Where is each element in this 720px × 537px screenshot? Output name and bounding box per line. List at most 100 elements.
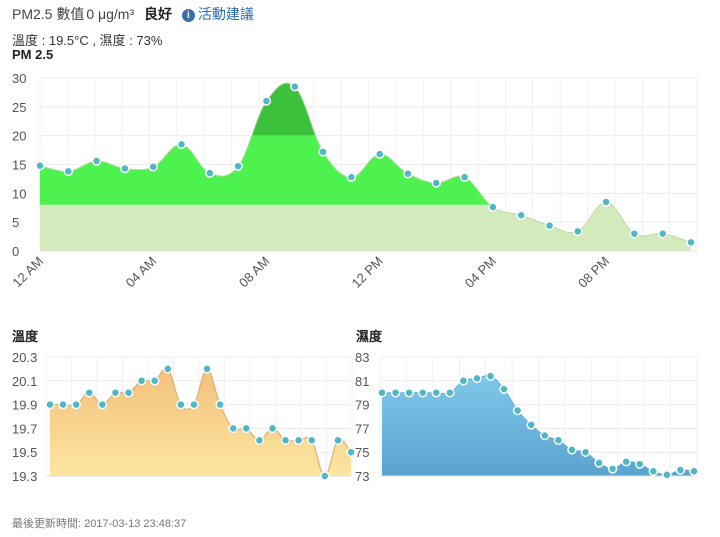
data-point xyxy=(512,405,523,416)
data-point xyxy=(553,435,564,446)
data-point xyxy=(91,156,102,166)
value-label: 數值 xyxy=(56,6,85,22)
temperature-chart: 19.3 19.5 19.7 19.9 20.1 20.3 xyxy=(12,350,356,484)
data-point xyxy=(459,172,470,182)
y-tick-label: 30 xyxy=(12,71,26,86)
info-circle-icon[interactable]: i xyxy=(181,9,195,22)
data-point xyxy=(634,459,645,469)
x-tick-label: 12 AM xyxy=(9,254,46,291)
data-point xyxy=(657,228,668,239)
data-point xyxy=(120,163,130,174)
x-tick-label: 12 PM xyxy=(349,254,386,291)
y-tick-label: 19.5 xyxy=(12,445,37,460)
data-point xyxy=(526,420,536,430)
y-tick-label: 10 xyxy=(12,186,26,201)
y-tick-label: 19.9 xyxy=(12,398,37,413)
pm25-chart-title: PM 2.5 xyxy=(12,47,54,62)
data-point xyxy=(123,387,134,398)
air-quality-level: 良好 xyxy=(144,6,172,22)
y-tick-label: 15 xyxy=(12,158,26,173)
humidity-chart: 73 75 77 79 81 83 xyxy=(355,350,699,484)
data-point xyxy=(205,168,215,178)
data-point xyxy=(176,399,186,410)
activity-advice-link[interactable]: 活動建議 xyxy=(197,6,254,22)
data-point xyxy=(346,172,357,182)
data-point xyxy=(261,96,272,106)
data-point xyxy=(110,387,121,398)
data-point xyxy=(431,387,442,398)
data-point xyxy=(267,423,278,434)
data-point xyxy=(241,423,252,434)
data-point xyxy=(488,202,498,212)
data-point xyxy=(445,387,455,398)
data-point xyxy=(318,147,328,157)
band-mid xyxy=(40,135,691,205)
data-point xyxy=(148,162,158,172)
data-point xyxy=(675,465,686,475)
y-tick-label: 19.7 xyxy=(12,421,37,436)
x-tick-label: 08 AM xyxy=(236,254,273,291)
humidity-chart-title: 濕度 xyxy=(356,329,383,344)
humidity-area xyxy=(382,375,694,476)
temperature-chart-title: 溫度 xyxy=(12,329,39,344)
data-point xyxy=(431,178,442,188)
temperature-humidity-summary: 溫度 : 19.5°C , 濕度 : 73% xyxy=(12,33,163,48)
data-point xyxy=(289,81,300,92)
pm25-value: 0 μg/m³ xyxy=(86,6,135,22)
data-point xyxy=(573,226,583,237)
y-tick-label: 25 xyxy=(12,100,26,115)
x-tick-label: 04 PM xyxy=(462,254,499,291)
y-tick-label: 75 xyxy=(355,445,369,460)
data-point xyxy=(404,387,414,398)
data-point xyxy=(648,466,659,476)
data-point xyxy=(458,376,469,386)
band-low xyxy=(40,204,691,251)
data-point xyxy=(540,430,550,441)
y-tick-label: 81 xyxy=(355,374,369,389)
y-tick-label: 77 xyxy=(355,421,369,436)
y-tick-label: 79 xyxy=(355,398,369,413)
data-point xyxy=(63,166,74,177)
data-point xyxy=(403,168,413,179)
data-point xyxy=(84,387,95,398)
data-point xyxy=(228,423,238,434)
data-point xyxy=(320,471,330,481)
data-point xyxy=(97,399,108,410)
data-point xyxy=(163,364,173,374)
y-tick-label: 0 xyxy=(12,244,19,259)
data-point xyxy=(176,139,187,150)
pm25-label: PM2.5 xyxy=(12,6,53,22)
pm25-chart: 0 5 10 15 20 25 30 12 AM 04 AM 08 AM 12 PM 04 PM 08 … xyxy=(9,71,698,291)
data-point xyxy=(306,435,317,446)
data-point xyxy=(629,228,640,239)
x-tick-label: 08 PM xyxy=(575,254,612,291)
data-point xyxy=(594,458,604,468)
data-point xyxy=(136,376,147,386)
x-tick-label: 04 AM xyxy=(123,254,160,291)
data-point xyxy=(189,399,199,410)
data-point xyxy=(485,371,496,381)
y-tick-label: 73 xyxy=(355,469,369,484)
y-tick-label: 20.3 xyxy=(12,350,37,365)
y-tick-label: 20 xyxy=(12,129,26,144)
last-updated: 最後更新時間: 2017-03-13 23:48:37 xyxy=(12,518,187,530)
data-point xyxy=(377,387,387,398)
data-point xyxy=(254,435,265,446)
y-tick-label: 19.3 xyxy=(12,469,37,484)
data-point xyxy=(45,399,55,410)
data-point xyxy=(607,464,618,474)
data-point xyxy=(390,387,401,398)
data-point xyxy=(601,197,611,207)
data-point xyxy=(374,149,385,159)
data-point xyxy=(149,376,160,386)
data-point xyxy=(689,466,699,476)
data-point xyxy=(417,387,428,398)
pm25-header: PM2.5 數值 0 μg/m³ 良好 i 活動建議 xyxy=(12,4,254,24)
data-point xyxy=(346,447,356,457)
data-point xyxy=(567,445,577,455)
data-point xyxy=(516,210,526,220)
data-point xyxy=(202,364,212,374)
data-point xyxy=(293,435,304,446)
y-tick-label: 20.1 xyxy=(12,374,37,389)
